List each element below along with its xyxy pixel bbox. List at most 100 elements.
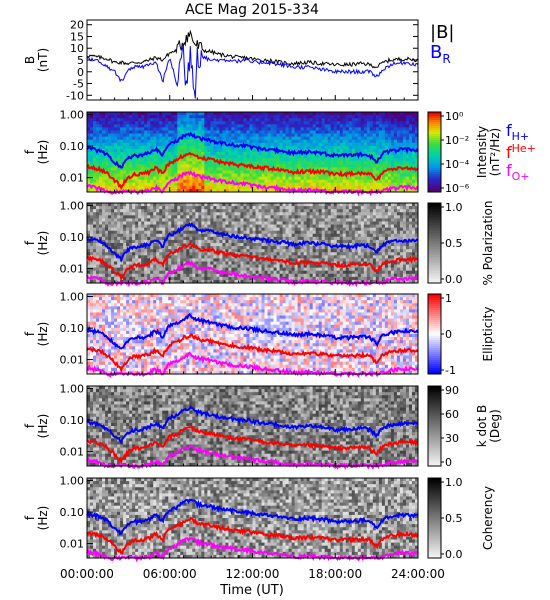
colorbar-cell bbox=[428, 296, 441, 299]
colorbar-cell bbox=[428, 516, 441, 519]
ytick-label: 0.01 bbox=[60, 538, 85, 551]
colorbar-cell bbox=[428, 412, 441, 415]
colorbar-cell bbox=[428, 164, 441, 167]
colorbar-tick-label: 1.0 bbox=[445, 201, 463, 214]
colorbar-cell bbox=[428, 512, 441, 515]
ylabel-1: f bbox=[23, 331, 37, 336]
colorbar-cell bbox=[428, 231, 441, 234]
colorbar-cell bbox=[428, 320, 441, 323]
gyro-line-f-he bbox=[86, 516, 419, 555]
colorbar-cell bbox=[428, 434, 441, 437]
legend-br-main: B bbox=[430, 42, 442, 63]
colorbar-polarization: 1.0 0.5 0.0 % Polarization bbox=[427, 201, 495, 286]
colorbar-cell bbox=[428, 152, 441, 155]
colorbar-cell bbox=[428, 116, 441, 119]
colorbar-cell bbox=[428, 279, 441, 282]
colorbar-cell bbox=[428, 406, 441, 409]
ytick-label: 1.00 bbox=[60, 382, 85, 395]
colorbar-cell bbox=[428, 188, 441, 191]
gyro-line-f-h bbox=[86, 313, 419, 350]
ylabel-2: (Hz) bbox=[36, 414, 50, 439]
colorbar-cell bbox=[428, 506, 441, 509]
colorbar-cell bbox=[428, 546, 441, 549]
gyro-line-f-h bbox=[86, 221, 419, 263]
colorbar-cell bbox=[428, 498, 441, 501]
gyro-line-f-h bbox=[86, 131, 419, 169]
legend-br-sub: R bbox=[442, 52, 450, 66]
colorbar-cell bbox=[428, 154, 441, 157]
colorbar-cell bbox=[428, 332, 441, 335]
colorbar-intensity: 10⁰ 10⁻² 10⁻⁴ 10⁻⁶ Intensity(nT²/Hz) bbox=[427, 110, 502, 195]
colorbar-cell bbox=[428, 428, 441, 431]
colorbar-cell bbox=[428, 310, 441, 313]
colorbar-cell bbox=[428, 176, 441, 179]
ytick-label: 0.10 bbox=[60, 231, 85, 244]
colorbar-cell bbox=[428, 386, 441, 389]
colorbar-cell bbox=[428, 221, 441, 224]
colorbar-cell bbox=[428, 422, 441, 425]
colorbar-cell bbox=[428, 462, 441, 465]
b-ytick-label: 20 bbox=[70, 19, 84, 32]
colorbar-cell bbox=[428, 205, 441, 208]
colorbar-cell bbox=[428, 318, 441, 321]
ytick-label: 0.01 bbox=[60, 263, 85, 276]
colorbar-cell bbox=[428, 532, 441, 535]
colorbar-cell bbox=[428, 414, 441, 417]
gyro-line-f-h bbox=[86, 405, 419, 445]
colorbar-cell bbox=[428, 520, 441, 523]
ytick-label: 0.01 bbox=[60, 172, 85, 185]
legend-fo-sub: O+ bbox=[512, 170, 530, 183]
colorbar-cell bbox=[428, 438, 441, 441]
colorbar-cell bbox=[428, 134, 441, 137]
ytick-label: 1.00 bbox=[60, 199, 85, 212]
colorbar-cell bbox=[428, 273, 441, 276]
colorbar-cell bbox=[428, 146, 441, 149]
colorbar-cell bbox=[428, 263, 441, 266]
colorbar-cell bbox=[428, 504, 441, 507]
ytick-label: 0.01 bbox=[60, 446, 85, 459]
colorbar-cell bbox=[428, 522, 441, 525]
colorbar-cell bbox=[428, 112, 441, 115]
colorbar-cell bbox=[428, 492, 441, 495]
colorbar-cell bbox=[428, 140, 441, 143]
colorbar-cell bbox=[428, 436, 441, 439]
colorbar-cell bbox=[428, 488, 441, 491]
colorbar-label-text: Coherency bbox=[481, 486, 495, 550]
colorbar-cell bbox=[428, 490, 441, 493]
colorbar-cell bbox=[428, 398, 441, 401]
colorbar-cell bbox=[428, 402, 441, 405]
colorbar-cell bbox=[428, 251, 441, 254]
colorbar-cell bbox=[428, 294, 441, 297]
xtick-label: 24:00:00 bbox=[391, 567, 445, 581]
colorbar-cell bbox=[428, 136, 441, 139]
colorbar-cell bbox=[428, 239, 441, 242]
ylabel: f(Hz) bbox=[23, 322, 50, 347]
ylabel: f(Hz) bbox=[23, 506, 50, 531]
colorbar-tick-label: 0.0 bbox=[445, 548, 463, 561]
colorbar-cell bbox=[428, 454, 441, 457]
gyro-line-f-he bbox=[86, 242, 419, 282]
ytick-label: 0.10 bbox=[60, 414, 85, 427]
series-line-br bbox=[86, 44, 419, 99]
colorbar-cell bbox=[428, 448, 441, 451]
colorbar-tick-label: 10⁰ bbox=[445, 110, 464, 123]
colorbar-cell bbox=[428, 360, 441, 363]
colorbar-cell bbox=[428, 253, 441, 256]
colorbar-cell bbox=[428, 366, 441, 369]
series-line-btotal bbox=[86, 29, 419, 69]
colorbar-cell bbox=[428, 396, 441, 399]
colorbar-tick-label: 0.0 bbox=[445, 273, 463, 286]
colorbar-cell bbox=[428, 430, 441, 433]
colorbar-cell bbox=[428, 190, 441, 193]
colorbar-cell bbox=[428, 534, 441, 537]
colorbar-cell bbox=[428, 128, 441, 131]
colorbar-cell bbox=[428, 526, 441, 529]
colorbar-cell bbox=[428, 518, 441, 521]
gyro-line-f-o bbox=[86, 170, 419, 197]
colorbar-cell bbox=[428, 536, 441, 539]
b-ylabel-1: B bbox=[23, 56, 37, 64]
ytick-label: 0.01 bbox=[60, 354, 85, 367]
colorbar-cell bbox=[428, 170, 441, 173]
colorbar-cell bbox=[428, 542, 441, 545]
colorbar-cell bbox=[428, 142, 441, 145]
